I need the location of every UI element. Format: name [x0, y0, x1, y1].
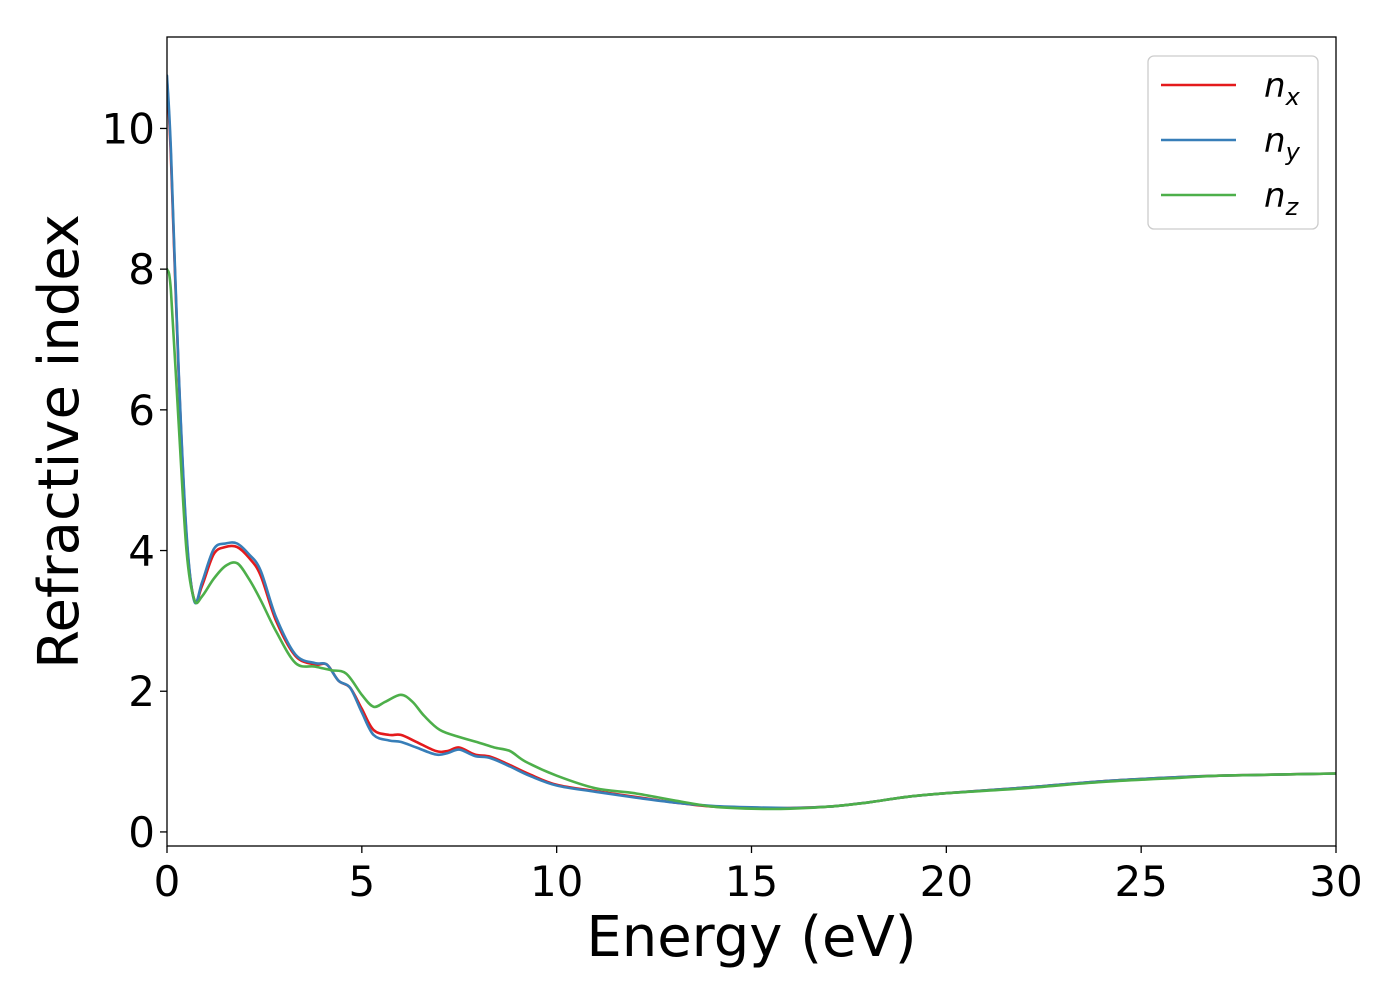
legend-label-main: n	[1264, 121, 1286, 161]
series-line-nz	[167, 267, 1336, 811]
x-tick-label: 0	[154, 857, 181, 906]
legend-label-nz: nz	[1264, 176, 1300, 221]
y-tick-label: 0	[128, 808, 155, 857]
x-tick-label: 5	[348, 857, 375, 906]
x-tick-label: 10	[530, 857, 583, 906]
legend-label-subscript: x	[1285, 83, 1301, 111]
y-tick-label: 8	[128, 245, 155, 294]
y-tick-label: 4	[128, 527, 155, 576]
y-axis-title: Refractive index	[27, 214, 92, 669]
x-tick-label: 30	[1309, 857, 1362, 906]
x-tick-label: 20	[920, 857, 973, 906]
x-axis-title: Energy (eV)	[586, 905, 916, 970]
x-tick-label: 25	[1114, 857, 1167, 906]
legend-label-subscript: y	[1285, 138, 1301, 166]
ticks-layer: 0 5 10 15 20 25 30 0 2 4 6 8 10	[102, 104, 1363, 906]
y-tick-label: 2	[128, 667, 155, 716]
y-tick-label: 10	[102, 104, 155, 153]
series-layer	[167, 74, 1336, 811]
legend-label-nx: nx	[1264, 66, 1301, 111]
legend-label-main: n	[1264, 176, 1286, 216]
y-tick-label: 6	[128, 386, 155, 435]
legend-label-subscript: z	[1285, 193, 1300, 221]
legend-label-main: n	[1264, 66, 1286, 106]
legend-label-ny: ny	[1264, 121, 1301, 166]
x-tick-label: 15	[725, 857, 778, 906]
legend-box	[1147, 55, 1319, 230]
